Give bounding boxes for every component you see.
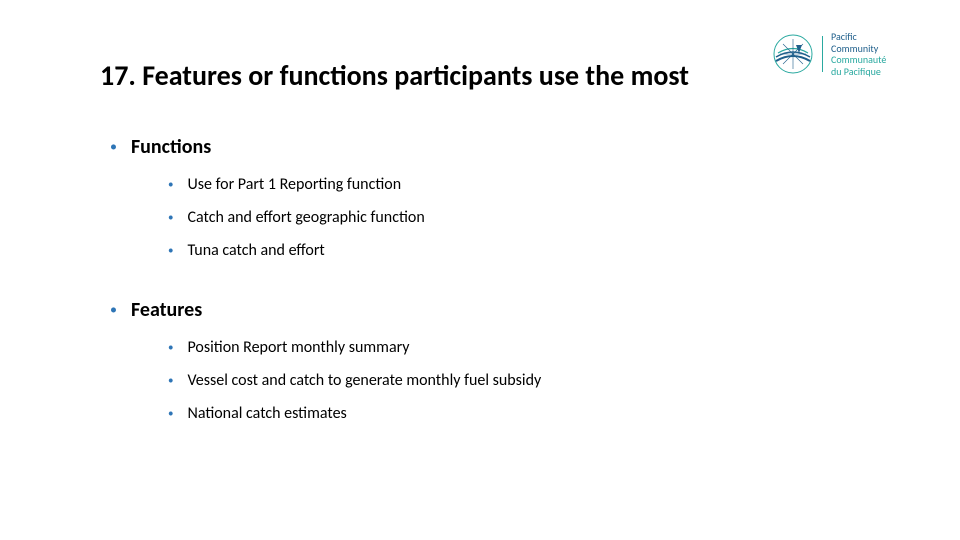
bullet-icon: •	[168, 342, 173, 353]
section-heading: Functions	[131, 135, 211, 159]
slide-title: 17. Features or functions participants u…	[100, 58, 689, 93]
bullet-icon: •	[168, 179, 173, 190]
section-heading: Features	[131, 298, 202, 322]
item-text: Vessel cost and catch to generate monthl…	[187, 371, 541, 390]
logo-icon	[772, 33, 814, 75]
item-text: National catch estimates	[187, 404, 346, 423]
content-area: • Functions • Use for Part 1 Reporting f…	[110, 135, 850, 461]
item-text: Catch and effort geographic function	[187, 208, 424, 227]
item-text: Use for Part 1 Reporting function	[187, 175, 401, 194]
section-heading-row: • Functions	[110, 135, 850, 159]
list-item: • Tuna catch and effort	[168, 241, 850, 260]
bullet-icon: •	[168, 408, 173, 419]
item-text: Tuna catch and effort	[187, 241, 324, 260]
org-logo: Pacific Community Communauté du Pacifiqu…	[772, 26, 912, 82]
slide: 17. Features or functions participants u…	[0, 0, 960, 540]
logo-line-3: Communauté	[831, 54, 886, 66]
list-item: • Position Report monthly summary	[168, 338, 850, 357]
logo-line-4: du Pacifique	[831, 66, 886, 78]
list-item: • Vessel cost and catch to generate mont…	[168, 371, 850, 390]
list-item: • Use for Part 1 Reporting function	[168, 175, 850, 194]
sub-list: • Use for Part 1 Reporting function • Ca…	[168, 175, 850, 260]
logo-line-1: Pacific	[831, 31, 886, 43]
bullet-icon: •	[168, 212, 173, 223]
bullet-icon: •	[168, 245, 173, 256]
list-item: • Catch and effort geographic function	[168, 208, 850, 227]
logo-text: Pacific Community Communauté du Pacifiqu…	[831, 31, 886, 77]
sub-list: • Position Report monthly summary • Vess…	[168, 338, 850, 423]
list-item: • National catch estimates	[168, 404, 850, 423]
section-features: • Features • Position Report monthly sum…	[110, 298, 850, 423]
logo-divider	[822, 36, 823, 72]
section-heading-row: • Features	[110, 298, 850, 322]
bullet-icon: •	[168, 375, 173, 386]
bullet-icon: •	[110, 303, 117, 317]
section-functions: • Functions • Use for Part 1 Reporting f…	[110, 135, 850, 260]
bullet-icon: •	[110, 140, 117, 154]
item-text: Position Report monthly summary	[187, 338, 409, 357]
